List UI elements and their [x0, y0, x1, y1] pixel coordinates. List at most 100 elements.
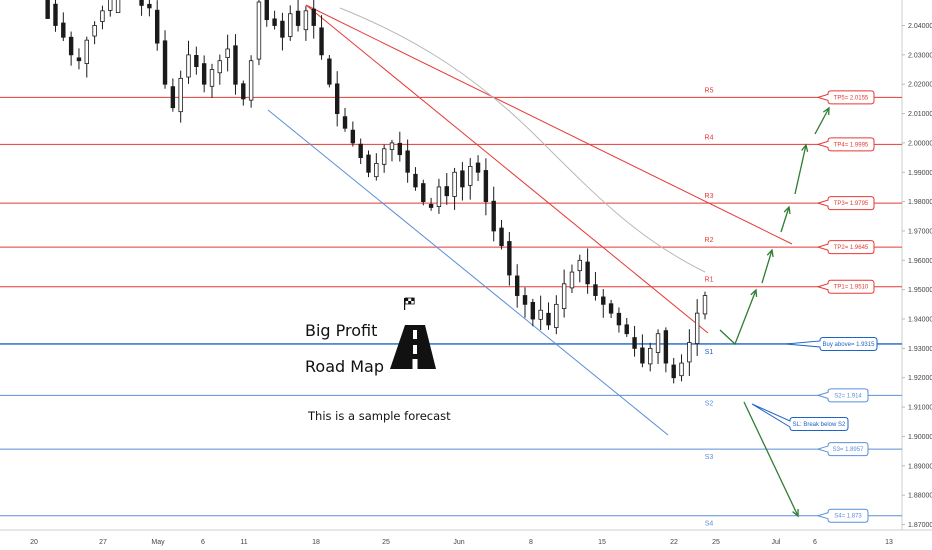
candle-body	[248, 60, 254, 101]
candle-body	[452, 171, 457, 197]
candle-body	[374, 163, 379, 178]
candle-body	[694, 312, 700, 344]
callouts: TP5= 2.0155 TP4= 1.9995 TP3= 1.9795 TP2= 1.…	[751, 90, 878, 523]
candle-body	[530, 301, 536, 320]
candle-body	[162, 40, 168, 85]
support-label-s4: S4	[705, 521, 714, 528]
callout-4: TP2= 1.9645	[816, 240, 875, 255]
time-tick-label: 25	[712, 539, 720, 546]
time-axis: 20 27 May 6 11 18 25 Jun 8 15 22 25 Jul 6 13	[30, 539, 893, 546]
arrow-to-tp1	[719, 288, 758, 346]
trendlines	[267, 4, 793, 436]
callout-10: S4= 1.873	[816, 508, 869, 523]
candle-body	[546, 312, 551, 326]
callout-8: SL: Break below S2	[751, 403, 849, 431]
candle-body	[280, 20, 285, 38]
callout-1: TP5= 2.0155	[816, 90, 875, 105]
candle-body	[687, 342, 692, 363]
time-tick-label: 11	[240, 539, 247, 546]
candle-body	[68, 36, 74, 56]
candle-body	[593, 284, 598, 296]
callout-text: TP5= 2.0155	[834, 95, 869, 101]
candle-body	[241, 83, 246, 100]
candle-body	[84, 39, 89, 64]
support-label-s1: S1	[705, 349, 714, 356]
candle-body	[327, 58, 332, 85]
candle-body	[389, 142, 395, 150]
candle-body	[491, 200, 496, 232]
candle-body	[53, 3, 58, 26]
candle-body	[608, 303, 614, 314]
time-tick-label: 6	[201, 539, 205, 546]
title-line-2: Road Map	[305, 357, 384, 376]
candle-body	[61, 22, 66, 38]
candle-body	[256, 1, 262, 60]
candle-body	[460, 170, 465, 188]
price-tick-label: 1.95000	[908, 287, 932, 294]
callout-text: S4= 1.873	[834, 514, 862, 520]
callout-text: SL: Break below S2	[793, 422, 846, 428]
time-tick-label: 25	[382, 539, 390, 546]
candle-body	[358, 143, 363, 158]
callout-9: S3= 1.8957	[816, 442, 869, 457]
time-tick-label: Jun	[453, 539, 464, 546]
candle-body	[155, 9, 160, 44]
candle-body	[76, 57, 82, 62]
candle-body	[272, 18, 277, 26]
price-tick-label: 2.01000	[908, 111, 932, 118]
time-tick-label: Jul	[772, 539, 781, 546]
candle-body	[475, 162, 481, 173]
candle-body	[139, 0, 144, 6]
candle-body	[655, 333, 661, 353]
candle-body	[554, 303, 559, 328]
candle-body	[405, 150, 410, 173]
candles	[45, 0, 708, 384]
price-tick-label: 1.97000	[908, 228, 932, 235]
candle-body	[468, 165, 473, 186]
support-label-s2: S2	[705, 400, 714, 407]
candle-body	[640, 347, 645, 364]
arrow-to-tp3	[780, 205, 791, 233]
resistance-label-r4: R4	[705, 134, 714, 141]
candle-body	[507, 241, 512, 276]
price-axis: 1.87000 1.88000 1.89000 1.90000 1.91000 1.920…	[902, 23, 932, 529]
candle-body	[108, 0, 113, 11]
price-tick-label: 2.03000	[908, 52, 932, 59]
resistance-label-r1: R1	[705, 277, 714, 284]
candle-body	[671, 364, 676, 379]
road-map-graphic: Big Profit Road Map This is a sample for…	[305, 297, 451, 423]
arrow-to-tp2	[761, 248, 774, 284]
resistance-label-r5: R5	[705, 87, 714, 94]
callout-text: TP1= 1.9510	[834, 285, 869, 291]
arrow-to-s4	[743, 401, 799, 518]
price-tick-label: 1.89000	[908, 463, 932, 470]
price-tick-label: 1.92000	[908, 375, 932, 382]
candle-body	[170, 86, 176, 109]
forecast-note: This is a sample forecast	[307, 409, 451, 423]
candle-body	[209, 69, 215, 87]
candle-body	[178, 77, 183, 113]
price-tick-label: 2.04000	[908, 23, 932, 30]
candle-body	[381, 148, 387, 165]
candle-body	[522, 295, 528, 305]
candle-body	[342, 116, 348, 129]
candle-body	[483, 170, 489, 203]
candle-body	[569, 271, 575, 289]
candle-body	[702, 295, 708, 315]
callout-text: TP3= 1.9795	[834, 201, 869, 207]
callout-text: TP4= 1.9995	[834, 142, 869, 148]
time-tick-label: May	[151, 539, 165, 546]
candle-body	[561, 283, 567, 309]
candle-body	[499, 227, 504, 247]
time-tick-label: 6	[813, 539, 817, 546]
price-tick-label: 1.91000	[908, 405, 932, 412]
flag-icon	[404, 297, 415, 310]
candle-body	[538, 309, 543, 320]
price-tick-label: 1.87000	[908, 522, 932, 529]
callout-7: S2= 1.914	[816, 388, 869, 403]
price-tick-label: 1.88000	[908, 493, 932, 500]
callout-text: S3= 1.8957	[833, 447, 865, 453]
price-tick-label: 1.90000	[908, 434, 932, 441]
moving-average	[339, 7, 706, 273]
